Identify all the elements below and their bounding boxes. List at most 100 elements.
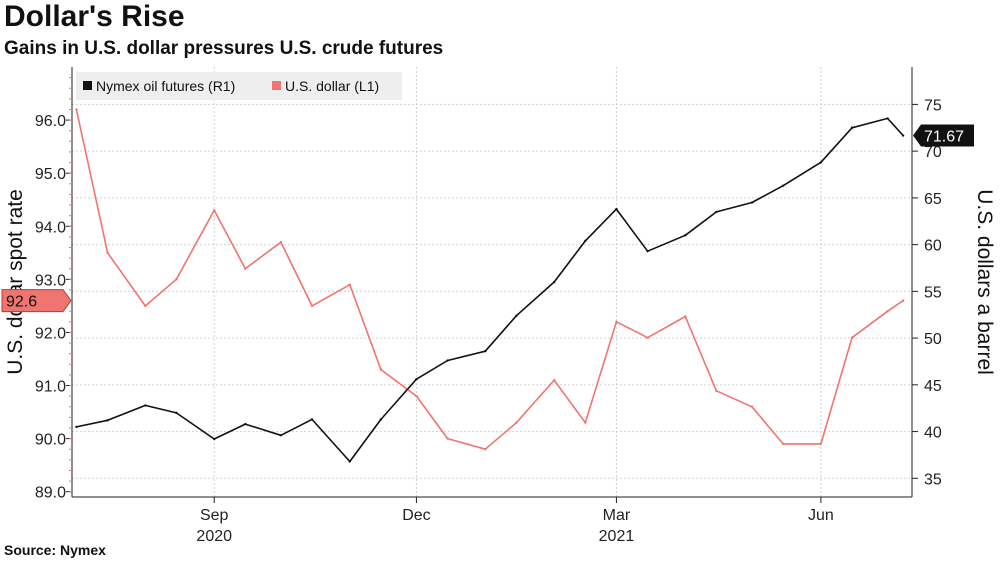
right-tick-label: 55 <box>924 284 942 301</box>
series-line-oil-point <box>75 425 78 429</box>
series-line-oil-point <box>446 359 449 362</box>
series-line-dollar-point <box>553 379 556 382</box>
series-line-oil-point <box>279 434 283 437</box>
left-axis-label: U.S. dollar spot rate <box>4 189 27 375</box>
x-tick-label: Dec <box>402 507 430 524</box>
series-line-oil <box>76 117 904 463</box>
year-label: 2020 <box>196 528 232 545</box>
series-line-dollar-point <box>781 442 785 446</box>
series-line-dollar-point <box>244 267 247 270</box>
right-tick-label: 40 <box>924 425 942 442</box>
series-line-dollar-point <box>446 437 449 440</box>
series-line-oil-point <box>750 201 754 204</box>
right-tick-label: 60 <box>924 238 942 255</box>
series-line-oil-point <box>553 280 556 284</box>
left-tick-label: 96.0 <box>35 113 66 130</box>
series-line-dollar-point <box>819 442 823 446</box>
right-tick-label: 45 <box>924 378 942 395</box>
series-line-dollar-point <box>106 251 109 255</box>
series-line-oil-point <box>715 210 718 214</box>
legend-swatch-dollar <box>272 81 281 90</box>
left-last-value-tag-shape <box>1 289 72 313</box>
series-line-dollar-point <box>348 283 351 286</box>
series-lines <box>75 108 905 463</box>
series-line-oil-point <box>901 134 905 137</box>
series-line-dollar-point <box>415 394 418 398</box>
series-line-dollar-point <box>515 421 518 424</box>
x-tick-label: Jun <box>808 507 834 524</box>
series-line-oil-point <box>850 126 854 129</box>
left-axis-ticks: 89.0 90.0 91.0 92.0 93.0 94.0 95.0 96.0 <box>35 77 72 502</box>
chart-title: Dollar's Rise <box>4 0 185 33</box>
series-line-dollar-point <box>584 421 587 424</box>
legend-swatch-oil <box>83 81 92 90</box>
series-line-oil-point <box>584 239 587 243</box>
right-last-value-tag: 71.67 <box>913 124 974 147</box>
legend-background <box>76 72 402 100</box>
series-line-oil-point <box>244 422 247 426</box>
series-line-dollar <box>75 109 904 451</box>
series-line-oil-point <box>310 418 314 421</box>
left-tick-label: 92.0 <box>35 325 66 342</box>
series-line-oil-point <box>646 249 649 253</box>
series-line-oil-point <box>615 207 618 211</box>
right-axis-label: U.S. dollars a barrel <box>973 189 996 375</box>
x-tick-label: Sep <box>200 507 229 524</box>
series-line-dollar-point <box>484 448 487 451</box>
series-line-dollar-point <box>715 389 718 393</box>
series-line-dollar-point <box>144 304 147 308</box>
axes <box>71 67 913 498</box>
legend: Nymex oil futures (R1) U.S. dollar (L1) <box>76 72 402 100</box>
series-line-oil-point <box>213 437 216 441</box>
right-tick-label: 75 <box>924 97 942 114</box>
x-tick-label: Mar <box>603 507 631 524</box>
right-tick-label: 70 <box>924 144 942 161</box>
series-line-oil-point <box>886 117 889 120</box>
series-line-dollar-point <box>615 320 618 324</box>
series-line-oil-point <box>684 234 687 237</box>
right-axis-ticks: 35 40 45 50 55 60 65 70 75 <box>912 97 942 488</box>
series-line-dollar-point <box>750 405 754 408</box>
series-line-dollar-point <box>886 309 889 313</box>
series-line-oil-point <box>515 314 518 317</box>
gridlines <box>72 67 912 497</box>
left-tick-label: 89.0 <box>35 485 66 502</box>
source-note: Source: Nymex <box>4 542 106 558</box>
series-line-dollar-point <box>75 108 78 111</box>
series-line-dollar-point <box>213 209 216 212</box>
series-line-oil-point <box>415 378 418 381</box>
series-line-oil-point <box>819 161 823 164</box>
right-tick-label: 65 <box>924 191 942 208</box>
left-last-value-tag: 92.6 <box>1 289 72 313</box>
left-tick-label: 94.0 <box>35 219 66 236</box>
series-line-dollar-point <box>850 336 854 339</box>
year-label: 2021 <box>599 528 635 545</box>
chart-subtitle: Gains in U.S. dollar pressures U.S. crud… <box>4 38 444 59</box>
series-line-dollar-point <box>279 240 283 244</box>
x-axis-ticks: Sep Dec Mar Jun 2020 2021 <box>196 497 834 545</box>
series-line-oil-point <box>379 418 383 421</box>
left-tick-label: 90.0 <box>35 432 66 449</box>
series-line-dollar-point <box>310 304 314 308</box>
series-line-oil-point <box>175 411 178 415</box>
legend-label-oil: Nymex oil futures (R1) <box>96 78 235 94</box>
series-line-dollar-point <box>901 299 905 302</box>
left-tick-label: 93.0 <box>35 272 66 289</box>
series-line-oil-point <box>348 460 351 463</box>
right-last-value-tag-text: 71.67 <box>924 129 964 146</box>
legend-label-dollar: U.S. dollar (L1) <box>285 78 379 94</box>
right-tick-label: 35 <box>924 471 942 488</box>
left-tick-label: 91.0 <box>35 379 66 396</box>
series-line-oil-point <box>144 404 147 407</box>
series-line-oil-point <box>484 349 487 353</box>
series-line-dollar-point <box>684 315 687 318</box>
series-line-dollar-point <box>175 278 178 281</box>
series-line-oil-point <box>781 184 785 187</box>
series-line-oil-point <box>106 419 109 422</box>
right-last-value-tag-shape <box>913 124 974 147</box>
left-last-value-tag-text: 92.6 <box>6 294 37 311</box>
left-tick-label: 95.0 <box>35 166 66 183</box>
series-line-dollar-point <box>646 336 649 339</box>
series-line-dollar-point <box>379 368 383 371</box>
